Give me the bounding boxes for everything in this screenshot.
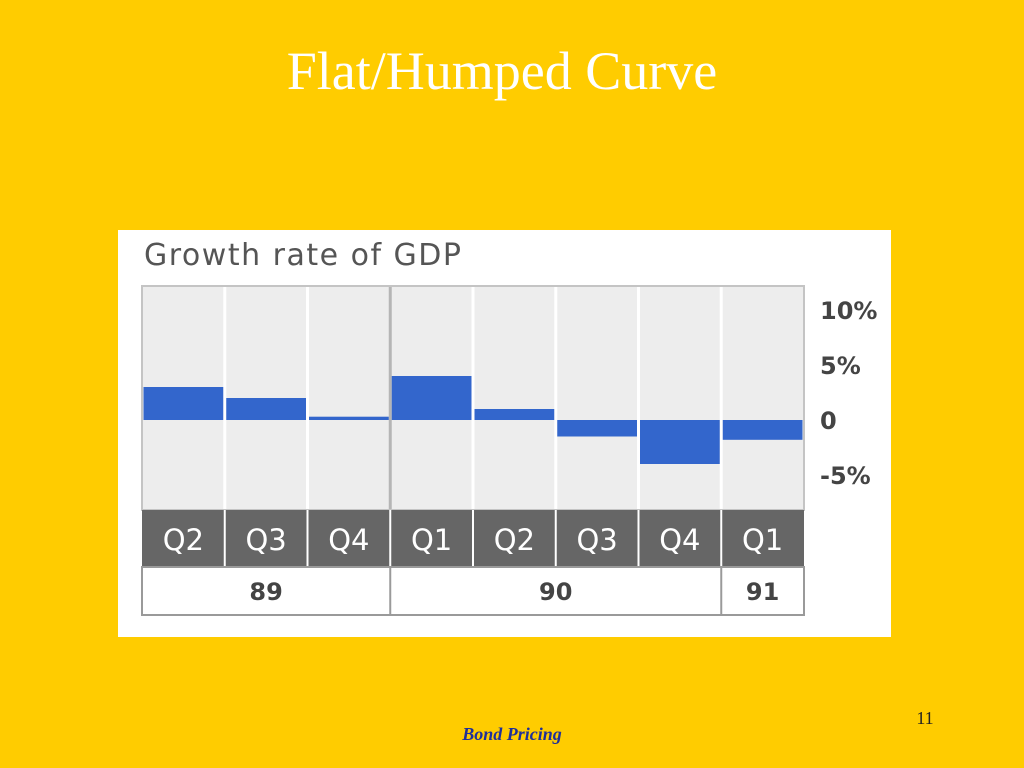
quarter-label: Q2 <box>163 523 204 557</box>
quarter-label: Q3 <box>576 523 617 557</box>
gdp-bar <box>474 409 555 420</box>
gdp-bar <box>309 416 389 420</box>
quarter-label: Q1 <box>411 523 452 557</box>
y-tick-label: 5% <box>820 352 861 380</box>
quarter-label: Q3 <box>245 523 286 557</box>
y-tick-label: -5% <box>820 462 871 490</box>
quarter-label: Q2 <box>494 523 535 557</box>
slide-title: Flat/Humped Curve <box>286 41 718 101</box>
year-label: 91 <box>746 578 779 606</box>
chart-title: Growth rate of GDP <box>144 238 463 273</box>
gdp-bar <box>143 387 224 420</box>
quarter-label: Q1 <box>742 523 783 557</box>
gdp-bar <box>557 420 637 437</box>
quarter-label: Q4 <box>659 523 700 557</box>
y-tick-label: 10% <box>820 297 877 325</box>
gdp-bar <box>226 398 306 420</box>
gdp-bar <box>391 376 472 420</box>
y-tick-label: 0 <box>820 407 837 435</box>
gdp-bar <box>722 420 803 440</box>
gdp-bar <box>640 420 720 464</box>
footer-text: Bond Pricing <box>462 724 562 744</box>
quarter-label: Q4 <box>328 523 369 557</box>
year-label: 89 <box>249 578 282 606</box>
gdp-chart: Q2 Q3 Q4 Q1 Q2 Q3 Q4 Q1 89 90 91 10% 5% 0 -5% <box>141 285 877 616</box>
year-label: 90 <box>539 578 572 606</box>
page-number: 11 <box>916 708 934 728</box>
year-row <box>141 566 805 616</box>
chart-panel: Q2 Q3 Q4 Q1 Q2 Q3 Q4 Q1 89 90 91 10% 5% 0 -5% Growth r… <box>118 230 891 637</box>
